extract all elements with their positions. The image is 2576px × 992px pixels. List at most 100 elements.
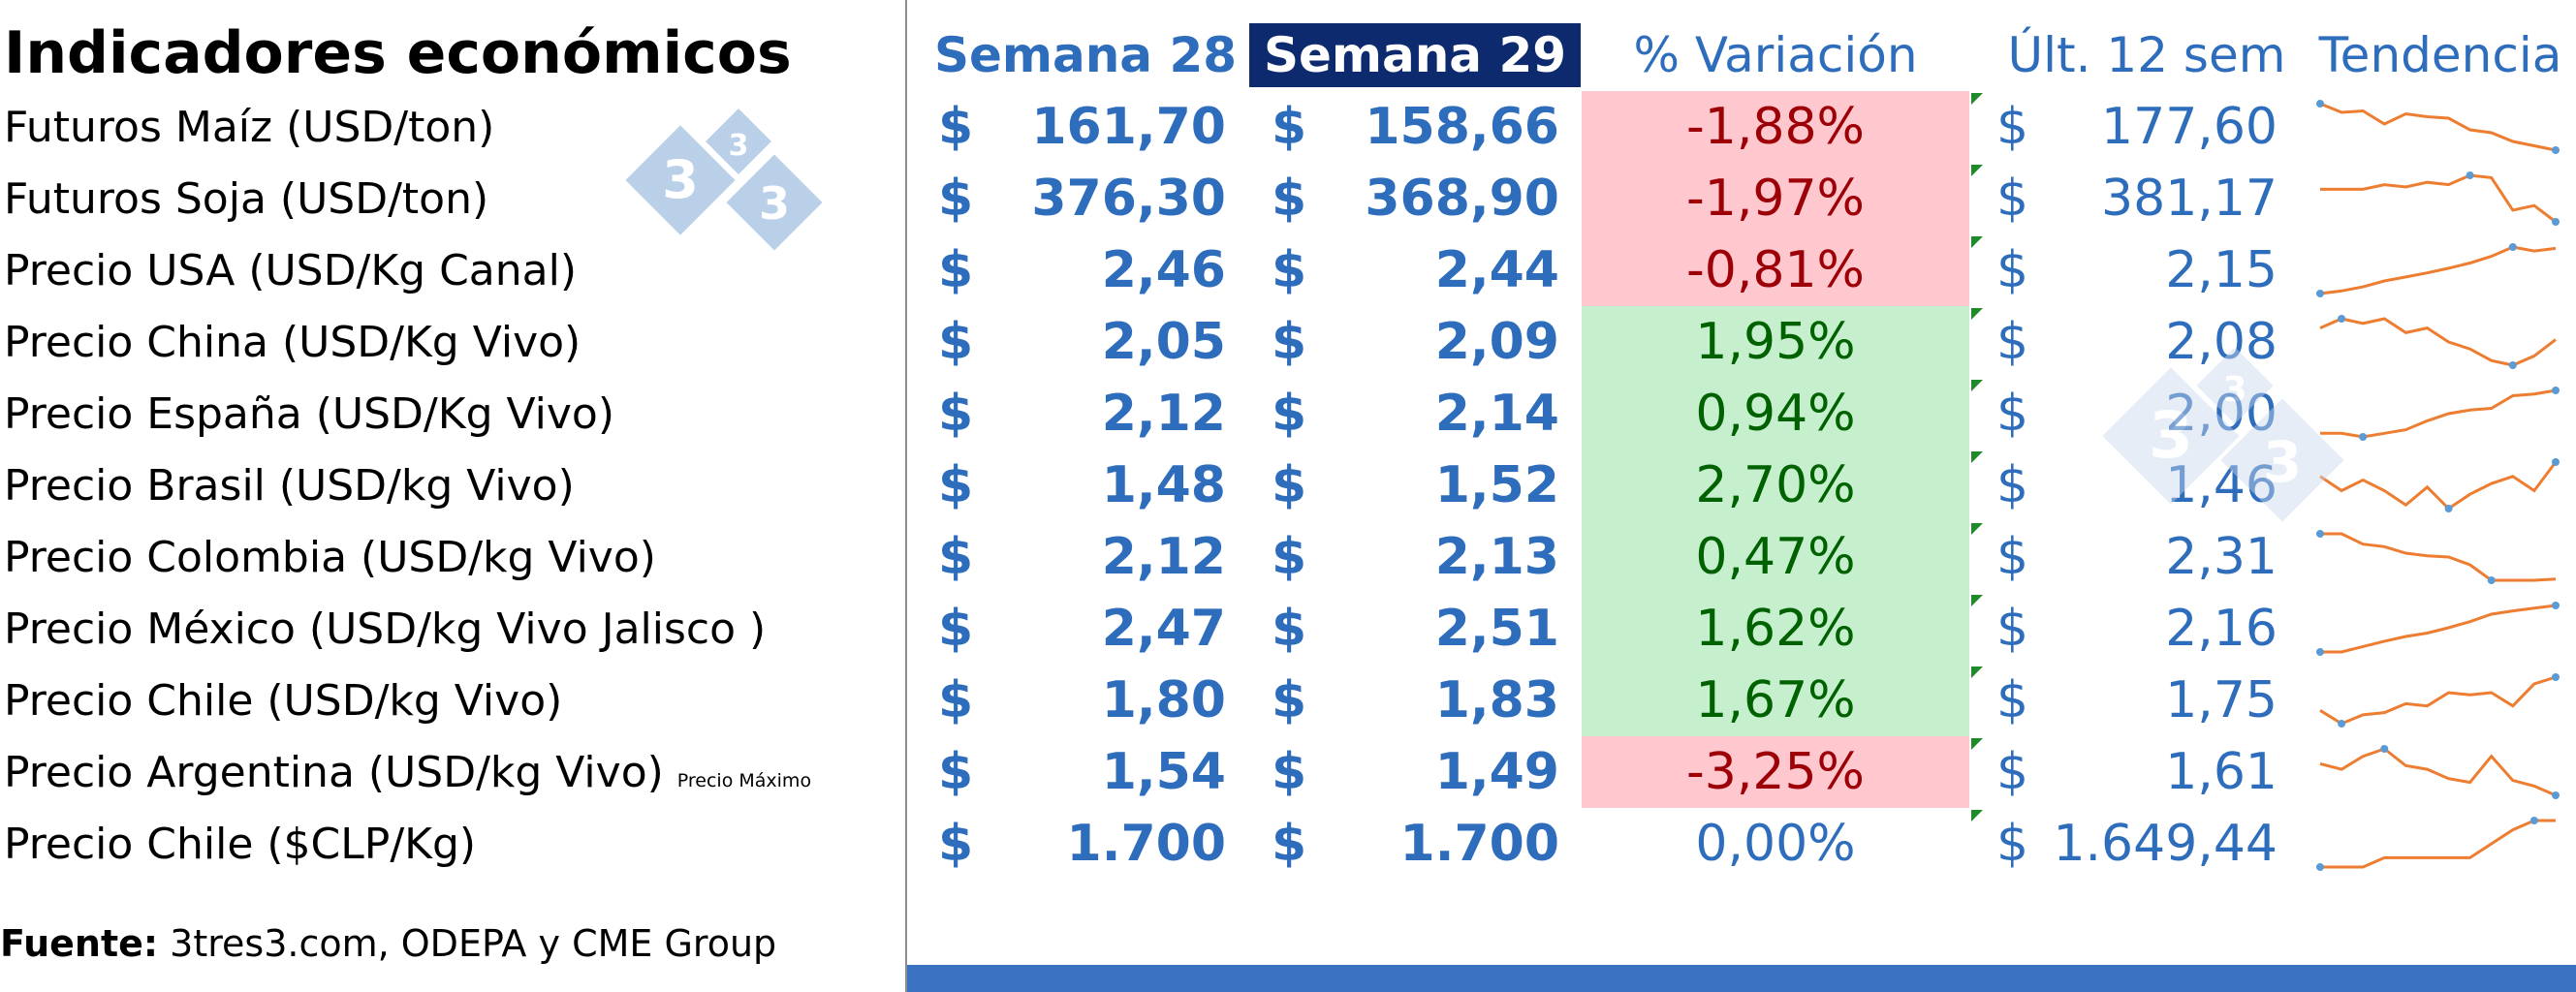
column-divider (905, 0, 907, 992)
variation-highlight (1582, 306, 1969, 378)
variation-value: -1,97% (1686, 170, 1865, 228)
week-28-value: 161,70 (1031, 98, 1226, 156)
last-12-weeks-value: 1,75 (2165, 671, 2278, 729)
week-28-value: 2,47 (1101, 600, 1226, 658)
currency-symbol: $ (1996, 313, 2029, 371)
trend-sparkline (2316, 243, 2557, 297)
currency-symbol: $ (938, 385, 974, 443)
currency-symbol: $ (1272, 815, 1307, 873)
sparkline-marker (2359, 433, 2368, 441)
sparkline-marker (2552, 218, 2560, 226)
indicator-label-text: Precio Chile ($CLP/Kg) (4, 820, 477, 869)
indicator-label-text: Precio España (USD/Kg Vivo) (4, 389, 614, 439)
week-28-value: 2,46 (1101, 241, 1226, 299)
currency-symbol: $ (938, 743, 974, 801)
indicator-note: Precio Máximo (676, 770, 812, 791)
currency-symbol: $ (1272, 170, 1307, 228)
week-29-value: 1,52 (1434, 456, 1559, 514)
last-12-weeks-value: 1,46 (2165, 456, 2278, 514)
cell-marker-icon (1971, 451, 1983, 463)
sparkline-marker (2316, 530, 2324, 538)
currency-symbol: $ (1272, 671, 1307, 729)
variation-value: -1,88% (1686, 98, 1865, 156)
currency-symbol: $ (938, 456, 974, 514)
sparkline-path (2319, 461, 2558, 511)
currency-symbol: $ (938, 98, 974, 156)
sparkline-marker (2552, 791, 2560, 799)
indicator-label-text: Precio Argentina (USD/kg Vivo) (4, 748, 664, 797)
currency-symbol: $ (938, 528, 974, 586)
week-29-value: 1.700 (1399, 815, 1559, 873)
indicator-label-text: Precio México (USD/kg Vivo Jalisco ) (4, 604, 767, 654)
currency-symbol: $ (1272, 98, 1307, 156)
currency-symbol: $ (938, 170, 974, 228)
svg-text:3: 3 (662, 149, 699, 210)
sparkline-marker (2380, 745, 2389, 753)
header-trend: Tendencia (2318, 27, 2562, 83)
3tres3-logo-icon: 3 3 3 (625, 108, 823, 251)
cell-marker-icon (1971, 666, 1983, 678)
week-29-value: 2,44 (1434, 241, 1559, 299)
currency-symbol: $ (938, 600, 974, 658)
header-week-29: Semana 29 (1249, 23, 1581, 87)
variation-value: 1,67% (1695, 671, 1856, 729)
variation-highlight (1582, 234, 1969, 306)
indicator-label-text: Precio Brasil (USD/kg Vivo) (4, 461, 575, 511)
bottom-bar (907, 965, 2576, 992)
sparkline-marker (2552, 673, 2560, 681)
trend-sparkline (2319, 315, 2557, 369)
currency-symbol: $ (938, 241, 974, 299)
currency-symbol: $ (938, 313, 974, 371)
sparkline-path (2320, 532, 2557, 582)
currency-symbol: $ (1272, 600, 1307, 658)
cell-marker-icon (1971, 595, 1983, 606)
sparkline-path (2320, 819, 2556, 869)
last-12-weeks-value: 177,60 (2101, 98, 2278, 156)
indicator-label: Precio Chile (USD/kg Vivo) (4, 680, 562, 723)
indicator-label: Futuros Soja (USD/ton) (4, 178, 488, 221)
sparkline-marker (2552, 458, 2560, 466)
cell-marker-icon (1971, 93, 1983, 105)
variation-value: 1,62% (1695, 600, 1856, 658)
week-29-value: 2,09 (1434, 313, 1559, 371)
indicator-label: Precio España (USD/Kg Vivo) (4, 393, 614, 436)
last-12-weeks-value: 2,16 (2165, 600, 2278, 658)
cell-marker-icon (1971, 810, 1983, 822)
svg-text:3: 3 (2222, 370, 2246, 410)
sparkline-marker (2316, 863, 2324, 871)
sparkline-marker (2508, 361, 2517, 369)
currency-symbol: $ (1272, 313, 1307, 371)
currency-symbol: $ (1996, 815, 2029, 873)
last-12-weeks-value: 381,17 (2101, 170, 2278, 228)
cell-marker-icon (1971, 236, 1983, 248)
sparkline-path (2319, 675, 2557, 726)
variation-value: 0,00% (1695, 815, 1856, 873)
currency-symbol: $ (1272, 385, 1307, 443)
variation-highlight (1582, 593, 1969, 665)
variation-value: -3,25% (1686, 743, 1865, 801)
currency-symbol: $ (938, 671, 974, 729)
sparkline-marker (2316, 648, 2324, 656)
trend-sparkline (2316, 817, 2556, 871)
currency-symbol: $ (1272, 456, 1307, 514)
trend-sparkline (2320, 387, 2560, 441)
header-last-12-weeks: Últ. 12 sem (2007, 27, 2286, 83)
currency-symbol: $ (1996, 385, 2029, 443)
indicator-label: Precio Colombia (USD/kg Vivo) (4, 537, 656, 579)
currency-symbol: $ (1272, 241, 1307, 299)
indicator-label-text: Precio Chile (USD/kg Vivo) (4, 676, 563, 726)
sparkline-marker (2316, 290, 2324, 297)
sparkline-marker (2316, 100, 2324, 108)
variation-value: 2,70% (1695, 456, 1856, 514)
week-29-value: 2,51 (1434, 600, 1559, 658)
sparkline-path (2319, 747, 2557, 797)
week-28-value: 1,54 (1101, 743, 1226, 801)
cell-marker-icon (1971, 523, 1983, 535)
cell-marker-icon (1971, 308, 1983, 320)
page-title: Indicadores económicos (4, 19, 792, 87)
week-28-value: 1,80 (1101, 671, 1226, 729)
indicator-label: Precio México (USD/kg Vivo Jalisco ) (4, 608, 766, 651)
variation-highlight (1582, 450, 1969, 521)
cell-marker-icon (1971, 165, 1983, 176)
sparkline-marker (2552, 146, 2560, 154)
